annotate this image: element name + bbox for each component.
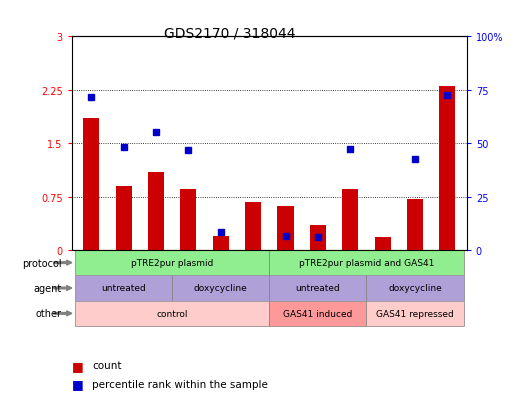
Text: GAS41 repressed: GAS41 repressed [376, 309, 454, 318]
Text: agent: agent [33, 283, 62, 293]
Text: percentile rank within the sample: percentile rank within the sample [92, 379, 268, 389]
Bar [75, 250, 269, 275]
Text: doxycycline: doxycycline [388, 284, 442, 293]
Text: GDS2170 / 318044: GDS2170 / 318044 [164, 27, 295, 41]
Bar [172, 275, 269, 301]
Bar [342, 190, 359, 250]
Bar [83, 119, 100, 250]
Bar [269, 275, 366, 301]
Text: untreated: untreated [295, 284, 340, 293]
Bar [439, 87, 456, 250]
Text: count: count [92, 361, 122, 370]
Bar [148, 172, 164, 250]
Text: GAS41 induced: GAS41 induced [283, 309, 352, 318]
Text: untreated: untreated [101, 284, 146, 293]
Text: pTRE2pur plasmid and GAS41: pTRE2pur plasmid and GAS41 [299, 259, 434, 268]
Bar [115, 186, 132, 250]
Bar [366, 301, 464, 326]
Bar [278, 206, 293, 250]
Bar [180, 190, 196, 250]
Text: ■: ■ [72, 377, 84, 391]
Text: doxycycline: doxycycline [194, 284, 248, 293]
Bar [75, 275, 172, 301]
Bar [269, 301, 366, 326]
Bar [269, 250, 464, 275]
Text: ■: ■ [72, 359, 84, 372]
Bar [245, 202, 261, 250]
Bar [366, 275, 464, 301]
Bar [310, 225, 326, 250]
Bar [374, 237, 391, 250]
Text: other: other [35, 309, 62, 318]
Text: pTRE2pur plasmid: pTRE2pur plasmid [131, 259, 213, 268]
Bar [407, 199, 423, 250]
Bar [75, 301, 269, 326]
Text: protocol: protocol [22, 258, 62, 268]
Text: control: control [156, 309, 188, 318]
Bar [213, 236, 229, 250]
